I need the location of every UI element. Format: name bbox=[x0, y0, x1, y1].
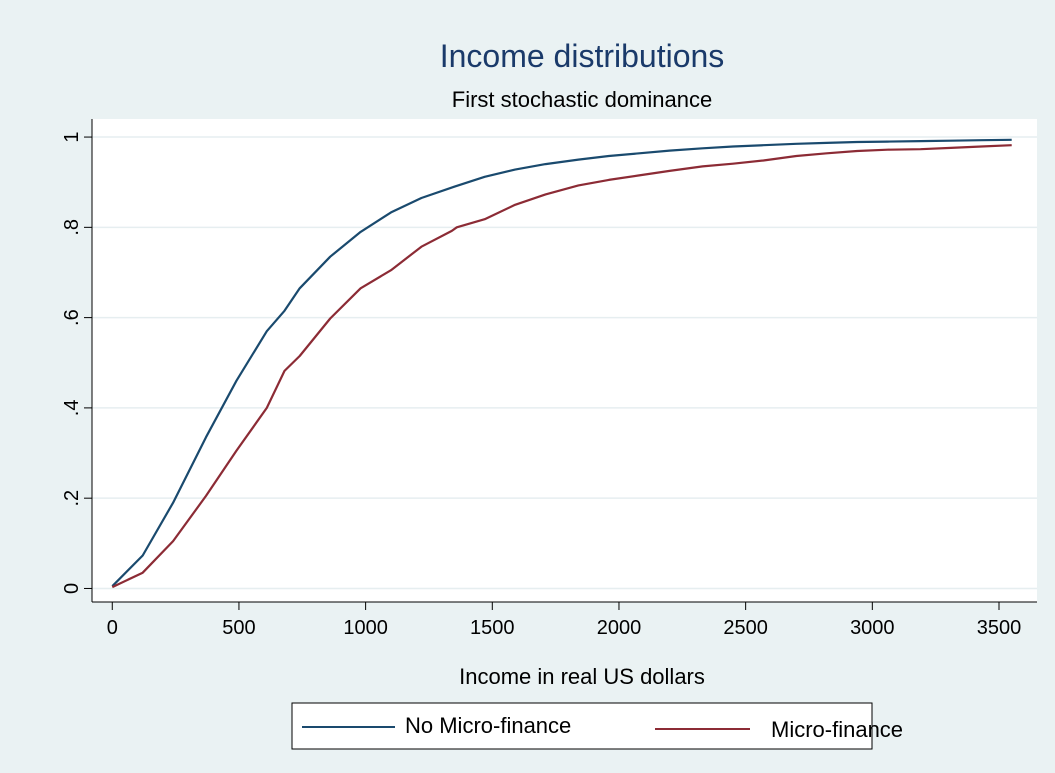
x-tick-label: 1000 bbox=[343, 617, 388, 639]
x-tick-label: 0 bbox=[107, 617, 118, 639]
legend-label-no-micro-finance: No Micro-finance bbox=[405, 713, 571, 738]
x-tick-label: 2500 bbox=[723, 617, 768, 639]
y-tick-label: 1 bbox=[61, 131, 83, 142]
y-tick-label: .6 bbox=[61, 309, 83, 326]
y-tick-label: 0 bbox=[61, 583, 83, 594]
x-tick-label: 2000 bbox=[597, 617, 642, 639]
grid-lines bbox=[92, 136, 1037, 590]
y-tick-label: .4 bbox=[61, 400, 83, 417]
y-tick-label: .2 bbox=[61, 490, 83, 507]
x-axis-label: Income in real US dollars bbox=[459, 664, 705, 689]
y-tick-label: .8 bbox=[61, 219, 83, 236]
y-axis: 0 .2 .4 .6 .8 1 bbox=[61, 119, 93, 602]
legend: No Micro-finance Micro-finance bbox=[291, 702, 903, 750]
chart-title: Income distributions bbox=[440, 38, 725, 74]
chart-subtitle: First stochastic dominance bbox=[452, 87, 712, 112]
series-lines bbox=[111, 138, 1012, 589]
x-tick-label: 3500 bbox=[977, 617, 1022, 639]
x-tick-label: 500 bbox=[222, 617, 255, 639]
series-line-no-micro-finance bbox=[111, 138, 1012, 587]
x-tick-label: 1500 bbox=[470, 617, 515, 639]
plot-area bbox=[92, 119, 1037, 602]
x-tick-label: 3000 bbox=[850, 617, 895, 639]
series-line-micro-finance bbox=[111, 144, 1012, 589]
legend-label-micro-finance: Micro-finance bbox=[771, 717, 903, 742]
x-axis: 0 500 1000 1500 2000 2500 3000 3500 bbox=[92, 601, 1037, 639]
